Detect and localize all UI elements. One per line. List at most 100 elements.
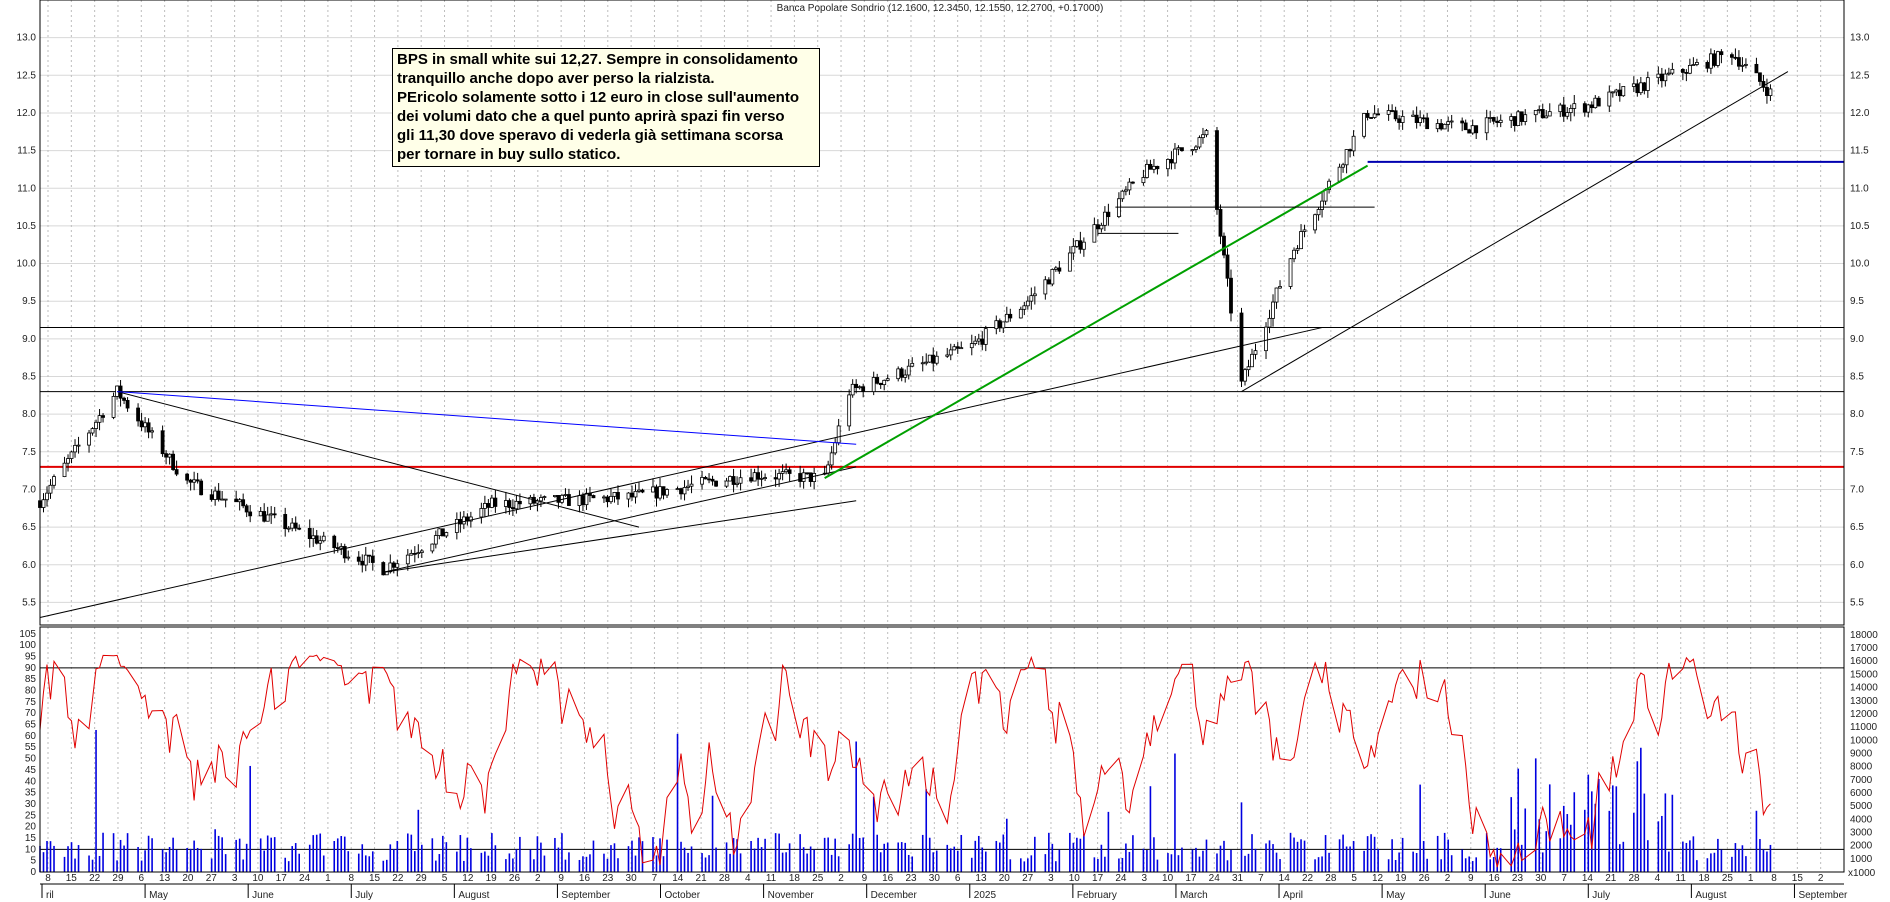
oscillator-tick: 95	[25, 651, 37, 662]
candle-body	[1516, 111, 1521, 126]
candle-body	[675, 488, 680, 491]
candle-body	[1509, 116, 1514, 121]
candle-body	[1229, 277, 1233, 314]
analysis-note: BPS in small white sui 12,27. Sempre in …	[392, 48, 820, 167]
candle-body	[1348, 149, 1352, 152]
candle-body	[1292, 249, 1296, 260]
candle-body	[73, 444, 77, 453]
candle-body	[1152, 165, 1156, 170]
date-tick: 9	[1468, 873, 1474, 884]
candle-body	[1467, 129, 1472, 134]
month-tick: March	[1180, 890, 1208, 901]
candle-body	[269, 513, 274, 516]
candle-body	[395, 563, 400, 568]
candle-body	[101, 415, 105, 418]
price-tick-right: 12.0	[1850, 108, 1870, 119]
candle-body	[626, 492, 631, 500]
month-tick: December	[871, 890, 918, 901]
candle-body	[213, 490, 218, 500]
candle-body	[1631, 83, 1636, 87]
candle-body	[1246, 366, 1251, 371]
candle-body	[1372, 113, 1377, 118]
candle-body	[517, 500, 522, 505]
trendline	[39, 327, 1323, 618]
candle-body	[76, 444, 81, 447]
candle-body	[612, 492, 617, 497]
volume-tick: 13000	[1850, 696, 1878, 707]
candle-body	[857, 386, 862, 389]
candle-body	[903, 374, 908, 378]
date-tick: 19	[1395, 873, 1407, 884]
candle-body	[651, 486, 655, 493]
price-tick-right: 8.5	[1850, 372, 1864, 383]
candle-body	[1250, 353, 1254, 368]
price-tick-left: 11.0	[17, 183, 36, 194]
candle-body	[983, 328, 988, 345]
candle-body	[1411, 114, 1416, 117]
candle-body	[1705, 62, 1710, 69]
candle-body	[661, 486, 666, 496]
candle-body	[1148, 163, 1153, 170]
candle-body	[784, 469, 789, 473]
date-tick: 10	[252, 873, 264, 884]
candle-body	[1169, 159, 1174, 164]
date-tick: 27	[206, 873, 218, 884]
candle-body	[1166, 159, 1170, 170]
candle-body	[1421, 117, 1426, 120]
candle-body	[542, 496, 547, 498]
candle-body	[1425, 117, 1430, 130]
candle-body	[62, 462, 67, 478]
candle-body	[976, 338, 981, 342]
price-tick-right: 13.0	[1850, 33, 1870, 44]
candle-body	[370, 555, 375, 563]
candle-body	[602, 496, 606, 499]
date-tick: 13	[159, 873, 171, 884]
candle-body	[997, 320, 1002, 329]
candle-body	[637, 489, 641, 492]
date-tick: 14	[1582, 873, 1594, 884]
candle-body	[1253, 350, 1258, 355]
candle-body	[973, 340, 978, 344]
candle-body	[1116, 198, 1121, 218]
date-tick: 28	[1629, 873, 1641, 884]
candle-body	[286, 527, 291, 530]
note-line: BPS in small white sui 12,27. Sempre in …	[397, 51, 798, 68]
date-tick: 18	[789, 873, 801, 884]
candle-body	[356, 556, 361, 562]
candle-body	[248, 511, 253, 517]
month-tick: October	[665, 890, 701, 901]
candle-body	[486, 503, 491, 508]
candle-body	[616, 492, 620, 500]
candle-body	[885, 378, 890, 381]
date-tick: 2	[535, 873, 541, 884]
candle-body	[1362, 113, 1367, 137]
candle-body	[332, 535, 337, 548]
candle-body	[1744, 63, 1748, 66]
price-tick-left: 7.5	[22, 447, 36, 458]
date-tick: 15	[369, 873, 381, 884]
candle-body	[45, 492, 49, 501]
candle-body	[731, 476, 736, 485]
date-tick: 30	[626, 873, 638, 884]
candle-body	[955, 346, 960, 349]
volume-tick: 2000	[1850, 841, 1873, 852]
date-tick: 23	[905, 873, 917, 884]
candle-body	[1320, 200, 1324, 210]
candle-body	[1004, 313, 1009, 323]
candle-body	[174, 469, 179, 475]
candle-body	[1295, 248, 1300, 251]
candle-body	[539, 497, 543, 502]
candle-body	[1568, 108, 1573, 114]
month-tick: May	[149, 890, 168, 901]
date-tick: 19	[486, 873, 498, 884]
price-tick-left: 13.0	[17, 33, 37, 44]
candle-body	[1092, 224, 1097, 243]
candle-body	[220, 498, 225, 501]
candle-body	[581, 495, 585, 506]
candle-body	[658, 486, 662, 499]
candle-body	[507, 500, 512, 508]
candle-body	[171, 453, 176, 470]
candle-body	[209, 494, 214, 500]
candle-body	[1376, 113, 1381, 116]
month-tick: August	[458, 890, 489, 901]
